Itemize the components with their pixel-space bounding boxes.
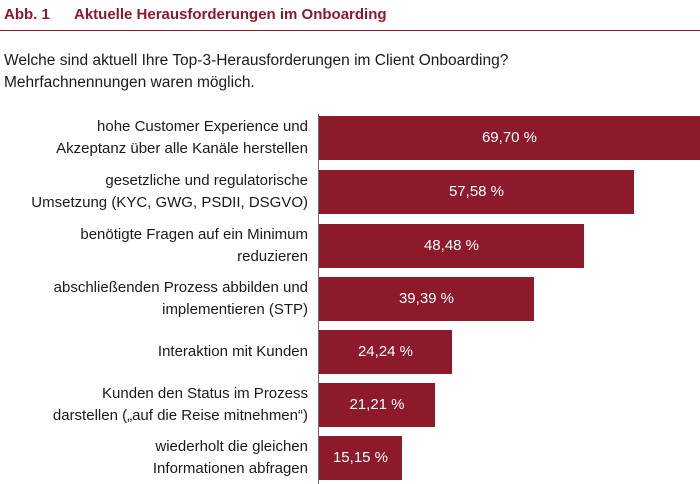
value-label: 15,15 %	[332, 449, 389, 466]
bar: 39,39 %	[319, 277, 534, 321]
bar: 21,21 %	[319, 383, 435, 427]
bar: 15,15 %	[319, 436, 402, 480]
value-label: 21,21 %	[349, 396, 405, 413]
chart-row: Kunden den Status im Prozess darstellen (…	[0, 383, 700, 427]
value-label: 57,58 %	[448, 183, 505, 200]
chart-row: wiederholt die gleichen Informationen abf…	[0, 436, 700, 480]
category-label: gesetzliche und regulatorische Umsetzung …	[0, 170, 308, 214]
figure-header: Abb. 1 Aktuelle Herausforderungen im Onb…	[0, 0, 700, 31]
category-label: abschließenden Prozess abbilden und imple…	[0, 277, 308, 321]
survey-question: Welche sind aktuell Ihre Top-3-Herausfor…	[4, 50, 694, 94]
category-label-line: abschließenden Prozess abbilden und	[53, 279, 308, 296]
question-note: Mehrfachnennungen waren möglich.	[4, 74, 255, 91]
category-label-line: benötigte Fragen auf ein Minimum	[80, 226, 308, 243]
category-label: Kunden den Status im Prozess darstellen (…	[0, 383, 308, 427]
figure-title: Aktuelle Herausforderungen im Onboarding	[74, 6, 387, 23]
chart-row: benötigte Fragen auf ein Minimum reduzier…	[0, 224, 700, 268]
category-label-line: reduzieren	[237, 248, 308, 265]
value-label: 69,70 %	[481, 129, 538, 146]
figure-number: Abb. 1	[4, 6, 50, 23]
category-label: benötigte Fragen auf ein Minimum reduzier…	[0, 224, 308, 268]
bar: 48,48 %	[319, 224, 584, 268]
category-axis-line	[318, 114, 319, 484]
category-label-line: Interaktion mit Kunden	[157, 343, 308, 360]
category-label-line: wiederholt die gleichen	[155, 438, 308, 455]
value-label: 24,24 %	[357, 343, 414, 360]
category-label-line: Umsetzung (KYC, GWG, PSDII, DSGVO)	[31, 194, 308, 211]
chart-row: hohe Customer Experience und Akzeptanz üb…	[0, 116, 700, 160]
category-label: wiederholt die gleichen Informationen abf…	[0, 436, 308, 480]
chart-row: Interaktion mit Kunden 24,24 %	[0, 330, 700, 374]
category-label-line: gesetzliche und regulatorische	[105, 172, 308, 189]
chart-row: gesetzliche und regulatorische Umsetzung …	[0, 170, 700, 214]
category-label-line: Kunden den Status im Prozess	[102, 385, 308, 402]
value-label: 39,39 %	[398, 290, 455, 307]
category-label-line: darstellen („auf die Reise mitnehmen“)	[52, 407, 308, 424]
category-label: Interaktion mit Kunden	[0, 341, 308, 363]
bar: 57,58 %	[319, 170, 634, 214]
bar: 69,70 %	[319, 116, 700, 160]
category-label-line: Informationen abfragen	[152, 460, 308, 477]
category-label-line: Akzeptanz über alle Kanäle herstellen	[56, 140, 308, 157]
category-label-line: implementieren (STP)	[162, 301, 308, 318]
question-text: Welche sind aktuell Ihre Top-3-Herausfor…	[4, 52, 509, 69]
bar: 24,24 %	[319, 330, 452, 374]
chart-row: abschließenden Prozess abbilden und imple…	[0, 277, 700, 321]
category-label: hohe Customer Experience und Akzeptanz üb…	[0, 116, 308, 160]
value-label: 48,48 %	[423, 237, 480, 254]
category-label-line: hohe Customer Experience und	[97, 118, 308, 135]
